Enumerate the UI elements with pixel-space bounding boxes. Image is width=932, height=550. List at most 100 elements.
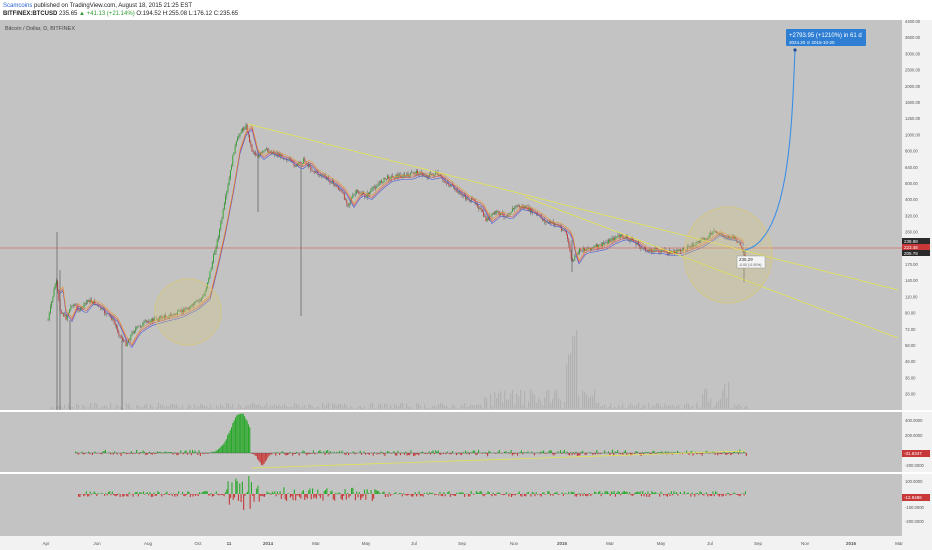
histogram-bar: [738, 494, 740, 496]
candle-body: [635, 242, 637, 245]
histogram-bar: [126, 494, 128, 497]
candle-body: [692, 244, 693, 246]
histogram-bar: [171, 494, 173, 496]
candle-body: [275, 153, 277, 155]
histogram-bar: [571, 453, 573, 456]
time-axis-label: Mar: [312, 541, 320, 546]
volume-bar: [204, 406, 206, 409]
histogram-bar: [440, 453, 442, 455]
volume-bar: [448, 408, 450, 409]
volume-bar: [540, 400, 542, 409]
highlight-circle-2015[interactable]: [683, 206, 773, 304]
histogram-bar: [398, 453, 400, 454]
candle-body: [234, 145, 236, 152]
histogram-bar: [420, 452, 422, 453]
candle-body: [83, 303, 85, 308]
time-axis[interactable]: [0, 536, 932, 550]
projection-curve[interactable]: [744, 49, 796, 251]
volume-bar: [98, 408, 100, 409]
histogram-bar: [641, 451, 643, 453]
histogram-bar: [137, 494, 139, 497]
candle-body: [172, 314, 174, 316]
histogram-bar: [570, 452, 572, 453]
histogram-bar: [701, 453, 703, 456]
volume-bar: [274, 404, 276, 409]
oscillator-panel-2[interactable]: [0, 474, 902, 536]
panel-divider[interactable]: [0, 410, 932, 412]
osc2-value-marker: [902, 494, 930, 501]
histogram-bar: [644, 493, 646, 494]
histogram-bar: [599, 491, 601, 494]
histogram-bar: [281, 451, 283, 453]
histogram-bar: [128, 492, 130, 494]
candle-body: [353, 194, 355, 196]
symbol-name[interactable]: BITFINEX:BTCUSD: [3, 11, 58, 17]
trendline-upper[interactable]: [247, 123, 899, 291]
last-price: 235.65: [59, 11, 78, 17]
volume-bar: [194, 404, 196, 409]
candle-body: [713, 230, 715, 232]
volume-bar: [378, 404, 380, 409]
histogram-bar: [607, 491, 609, 494]
histogram-bar: [156, 451, 158, 453]
volume-bar: [236, 407, 238, 409]
trendline-lower[interactable]: [524, 196, 899, 339]
histogram-bar: [239, 483, 241, 494]
candle-body: [177, 311, 178, 315]
histogram-bar: [283, 452, 285, 453]
main-panel[interactable]: [0, 20, 902, 410]
projection-label[interactable]: [786, 29, 866, 46]
oscillator-2-axis[interactable]: [902, 474, 932, 536]
candle-body: [372, 186, 374, 189]
histogram-bar: [173, 452, 175, 453]
histogram-bar: [302, 450, 304, 453]
volume-bar: [704, 388, 706, 409]
price-chart[interactable]: Bitcoin / Dollar, D, BITFINEX +2793.95 (…: [0, 19, 932, 550]
panel-divider[interactable]: [0, 472, 932, 474]
oscillator-panel-1[interactable]: [0, 412, 902, 472]
candle-body: [557, 224, 559, 226]
volume-bar: [686, 403, 688, 409]
histogram-bar: [195, 494, 197, 496]
candle-body: [47, 320, 49, 321]
volume-bar: [166, 405, 168, 409]
volume-bar: [636, 405, 638, 409]
candle-body: [708, 234, 710, 238]
histogram-bar: [182, 491, 184, 494]
candle-body: [183, 309, 184, 313]
candle-body: [77, 306, 79, 311]
time-axis-label: Sep: [754, 541, 763, 546]
histogram-bar: [574, 494, 576, 497]
highlight-circle-2013[interactable]: [154, 278, 222, 346]
oscillator-trendline[interactable]: [251, 450, 746, 469]
price-axis-label: 170.00: [905, 262, 918, 267]
candle-body: [143, 321, 145, 323]
histogram-bar: [661, 451, 663, 453]
histogram-bar: [354, 453, 356, 455]
candle-body: [473, 198, 475, 201]
histogram-bar: [478, 492, 480, 494]
candle-body: [168, 314, 170, 318]
price-axis[interactable]: [902, 20, 932, 410]
histogram-bar: [333, 451, 335, 453]
histogram-bar: [665, 494, 667, 496]
histogram-bar: [413, 453, 415, 457]
volume-bar: [390, 405, 392, 409]
histogram-bar: [145, 493, 147, 494]
author-link[interactable]: Scamcoins: [3, 3, 33, 9]
candle-body: [543, 219, 544, 221]
histogram-bar: [311, 453, 313, 454]
histogram-bar: [476, 453, 478, 455]
histogram-bar: [424, 453, 426, 455]
volume-bar: [172, 403, 174, 409]
volume-bar: [178, 407, 180, 409]
histogram-bar: [696, 493, 698, 494]
histogram-bar: [600, 453, 602, 454]
histogram-bar: [345, 453, 347, 456]
histogram-bar: [291, 494, 293, 497]
candle-body: [178, 310, 180, 312]
histogram-bar: [306, 494, 308, 499]
histogram-bar: [613, 491, 615, 494]
oscillator-1-axis[interactable]: [902, 412, 932, 472]
candle-body: [345, 199, 346, 201]
